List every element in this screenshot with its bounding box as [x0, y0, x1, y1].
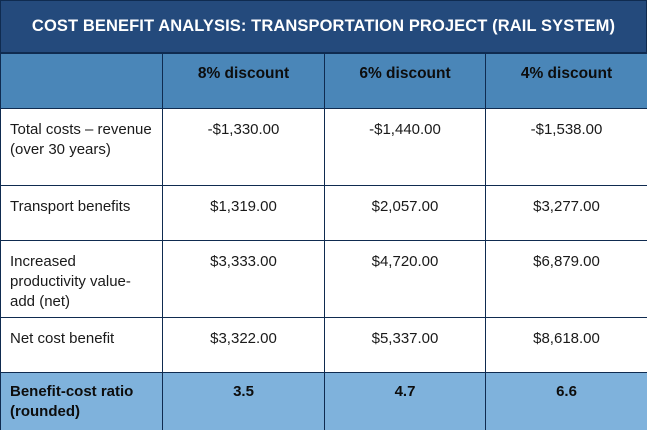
table-cell: $5,337.00	[324, 317, 486, 373]
table-title: COST BENEFIT ANALYSIS: TRANSPORTATION PR…	[0, 0, 647, 53]
table-cell: -$1,538.00	[485, 108, 647, 186]
ratio-cell: 3.5	[162, 372, 325, 430]
row-label-benefit-cost-ratio: Benefit-cost ratio (rounded)	[0, 372, 163, 430]
table-row: Transport benefits $1,319.00 $2,057.00 $…	[0, 185, 647, 241]
header-blank-cell	[0, 53, 163, 109]
ratio-cell: 4.7	[324, 372, 486, 430]
header-row: 8% discount 6% discount 4% discount	[0, 53, 647, 109]
table-cell: $3,277.00	[485, 185, 647, 241]
row-label-total-costs: Total costs – revenue (over 30 years)	[0, 108, 163, 186]
cost-benefit-table: 8% discount 6% discount 4% discount Tota…	[0, 53, 647, 430]
table-cell: -$1,330.00	[162, 108, 325, 186]
table-cell: -$1,440.00	[324, 108, 486, 186]
table-cell: $6,879.00	[485, 240, 647, 318]
row-label-increased-productivity: Increased productivity value-add (net)	[0, 240, 163, 318]
table-cell: $4,720.00	[324, 240, 486, 318]
table-row: Increased productivity value-add (net) $…	[0, 240, 647, 318]
row-label-net-cost-benefit: Net cost benefit	[0, 317, 163, 373]
row-label-transport-benefits: Transport benefits	[0, 185, 163, 241]
ratio-cell: 6.6	[485, 372, 647, 430]
header-6-percent-discount: 6% discount	[324, 53, 486, 109]
table-cell: $1,319.00	[162, 185, 325, 241]
table-row: Net cost benefit $3,322.00 $5,337.00 $8,…	[0, 317, 647, 373]
table-cell: $8,618.00	[485, 317, 647, 373]
header-8-percent-discount: 8% discount	[162, 53, 325, 109]
table-cell: $3,322.00	[162, 317, 325, 373]
table-row: Total costs – revenue (over 30 years) -$…	[0, 108, 647, 186]
header-4-percent-discount: 4% discount	[485, 53, 647, 109]
table-cell: $2,057.00	[324, 185, 486, 241]
table-cell: $3,333.00	[162, 240, 325, 318]
benefit-cost-ratio-row: Benefit-cost ratio (rounded) 3.5 4.7 6.6	[0, 372, 647, 430]
